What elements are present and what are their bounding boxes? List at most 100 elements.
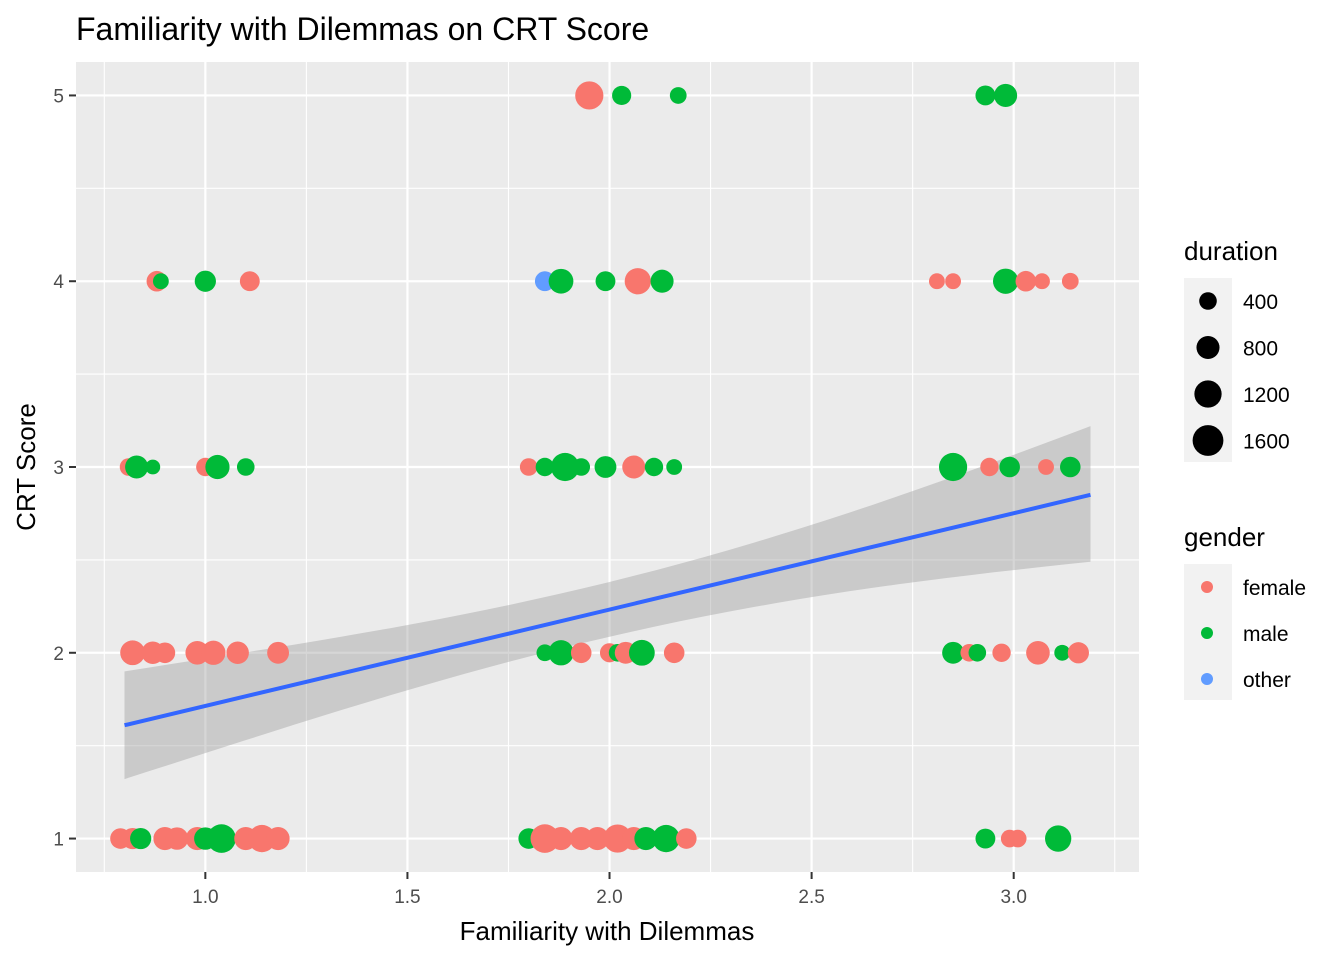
x-tick-label: 2.0	[596, 887, 622, 908]
data-point	[628, 639, 655, 666]
data-point	[548, 640, 574, 666]
data-point	[994, 83, 1018, 107]
data-point	[663, 642, 685, 664]
data-point	[267, 641, 290, 664]
y-tick-label: 1	[53, 830, 64, 851]
data-point	[666, 459, 683, 475]
color-legend-keys: female male other	[1184, 564, 1306, 700]
data-point	[595, 271, 616, 292]
color-legend-key	[1201, 627, 1213, 639]
data-point	[154, 642, 176, 664]
x-tick-label: 2.5	[798, 887, 824, 908]
data-point	[999, 456, 1020, 478]
data-point	[1034, 273, 1050, 290]
data-point	[125, 455, 149, 479]
data-point	[130, 827, 152, 850]
data-point	[266, 827, 290, 851]
data-point	[548, 268, 574, 294]
x-tick-label: 1.5	[394, 887, 420, 908]
data-point	[634, 827, 658, 851]
chart-title: Familiarity with Dilemmas on CRT Score	[76, 11, 649, 47]
size-legend-keys: 400 800 1200 1600	[1184, 278, 1290, 462]
data-point	[928, 273, 945, 290]
data-point	[236, 458, 255, 476]
size-legend-label: 400	[1243, 291, 1278, 314]
y-tick-label: 5	[53, 86, 64, 107]
data-point	[975, 85, 996, 106]
data-point	[550, 452, 580, 482]
size-legend-key	[1196, 335, 1220, 360]
data-point	[1045, 825, 1072, 852]
data-point	[650, 269, 674, 293]
data-point	[1067, 642, 1089, 664]
size-legend-title: duration	[1184, 236, 1278, 266]
size-legend-label: 800	[1243, 338, 1278, 361]
data-point	[519, 458, 538, 476]
data-point	[1061, 272, 1079, 290]
color-legend-label: male	[1243, 623, 1289, 646]
regression-line	[124, 492, 1091, 728]
data-point	[612, 85, 632, 106]
confidence-ribbon	[124, 426, 1091, 780]
data-point	[624, 268, 651, 295]
data-point	[535, 457, 555, 477]
data-point	[652, 824, 680, 853]
data-point	[165, 827, 189, 850]
data-point	[1015, 270, 1037, 292]
data-point	[572, 458, 591, 476]
data-point	[945, 273, 961, 290]
x-tick-label: 1.0	[192, 887, 218, 908]
data-point	[201, 640, 226, 665]
data-point	[992, 643, 1011, 662]
color-legend-key	[1201, 581, 1213, 593]
legend: duration 400 800 1200 1600 gender female mal…	[1184, 236, 1306, 700]
data-point	[942, 641, 965, 664]
data-point	[248, 824, 276, 853]
color-legend-title: gender	[1184, 522, 1265, 552]
data-point	[1026, 640, 1050, 665]
data-point	[676, 828, 697, 849]
x-tick-label: 3.0	[1000, 887, 1026, 908]
y-tick-label: 2	[53, 644, 64, 665]
data-point	[549, 827, 573, 851]
data-point	[207, 824, 236, 853]
y-axis-title: CRT Score	[11, 403, 41, 531]
data-point	[145, 459, 161, 475]
data-point	[239, 271, 260, 292]
data-point	[1038, 459, 1054, 475]
fit-line	[124, 492, 1091, 728]
x-axis-title: Familiarity with Dilemmas	[460, 916, 755, 946]
size-legend-label: 1200	[1243, 384, 1290, 407]
data-point	[1054, 644, 1071, 661]
data-point	[968, 643, 987, 662]
size-legend-key	[1192, 425, 1224, 456]
axes: 1.0 1.5 2.0 2.5 3.0 1 2 3 4 5	[53, 86, 1026, 908]
color-legend-label: female	[1243, 577, 1306, 600]
data-points	[110, 81, 1089, 853]
data-point	[226, 641, 249, 665]
confidence-band	[124, 426, 1091, 780]
data-point	[594, 456, 617, 478]
data-point	[669, 87, 687, 104]
size-legend-key	[1194, 380, 1222, 408]
data-point	[120, 640, 145, 666]
data-point	[622, 455, 646, 479]
data-point	[194, 270, 216, 292]
size-legend-label: 1600	[1243, 431, 1290, 454]
data-point	[536, 644, 554, 662]
y-tick-label: 3	[53, 458, 64, 479]
data-point	[570, 642, 592, 664]
data-point	[938, 452, 968, 482]
data-point	[992, 268, 1019, 294]
data-point	[205, 454, 230, 480]
data-point	[152, 273, 169, 290]
data-point	[1008, 829, 1027, 848]
color-legend-label: other	[1243, 669, 1291, 692]
color-legend-key	[1201, 673, 1213, 685]
data-point	[980, 457, 999, 477]
data-point	[975, 828, 996, 849]
y-tick-label: 4	[53, 272, 64, 293]
data-point	[1060, 456, 1081, 478]
data-point	[585, 827, 609, 851]
